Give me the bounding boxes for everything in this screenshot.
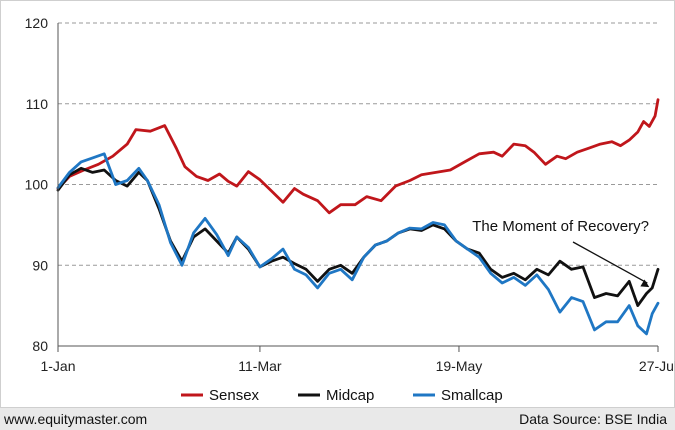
series-lines bbox=[56, 98, 660, 336]
y-tick-label: 120 bbox=[25, 15, 49, 31]
site-url: www.equitymaster.com bbox=[4, 411, 148, 427]
x-tick-label: 1-Jan bbox=[40, 358, 75, 374]
line-chart: 80 90 100 110 120 1-Jan 11-Mar 19-May 27-Jul The… bbox=[25, 15, 675, 404]
y-tick-label: 90 bbox=[32, 257, 48, 273]
y-tick-label: 110 bbox=[26, 96, 49, 112]
annotation-text: The Moment of Recovery? bbox=[472, 218, 649, 235]
annotation: The Moment of Recovery? bbox=[472, 218, 650, 288]
annotation-arrow-shaft bbox=[572, 241, 648, 284]
data-source: Data Source: BSE India bbox=[519, 411, 667, 427]
legend: Sensex Midcap Smallcap bbox=[181, 387, 503, 404]
x-tick-label: 27-Jul bbox=[639, 358, 675, 374]
x-tick-label: 11-Mar bbox=[238, 358, 282, 374]
y-tick-label: 100 bbox=[25, 177, 49, 193]
tick-labels: 80 90 100 110 120 1-Jan 11-Mar 19-May 27-Jul bbox=[25, 15, 675, 374]
chart-frame: 80 90 100 110 120 1-Jan 11-Mar 19-May 27-Jul The… bbox=[0, 0, 675, 408]
legend-label-sensex: Sensex bbox=[209, 387, 260, 404]
legend-label-smallcap: Smallcap bbox=[441, 387, 503, 404]
footer-bar: www.equitymaster.com Data Source: BSE In… bbox=[0, 408, 675, 430]
series-line-midcap bbox=[56, 166, 660, 308]
x-tick-label: 19-May bbox=[436, 358, 483, 374]
series-line-sensex bbox=[56, 98, 660, 215]
series-line-smallcap bbox=[56, 152, 660, 336]
annotation-arrow-head bbox=[640, 279, 650, 288]
axes bbox=[57, 23, 659, 352]
legend-label-midcap: Midcap bbox=[326, 387, 374, 404]
y-tick-label: 80 bbox=[32, 338, 48, 354]
